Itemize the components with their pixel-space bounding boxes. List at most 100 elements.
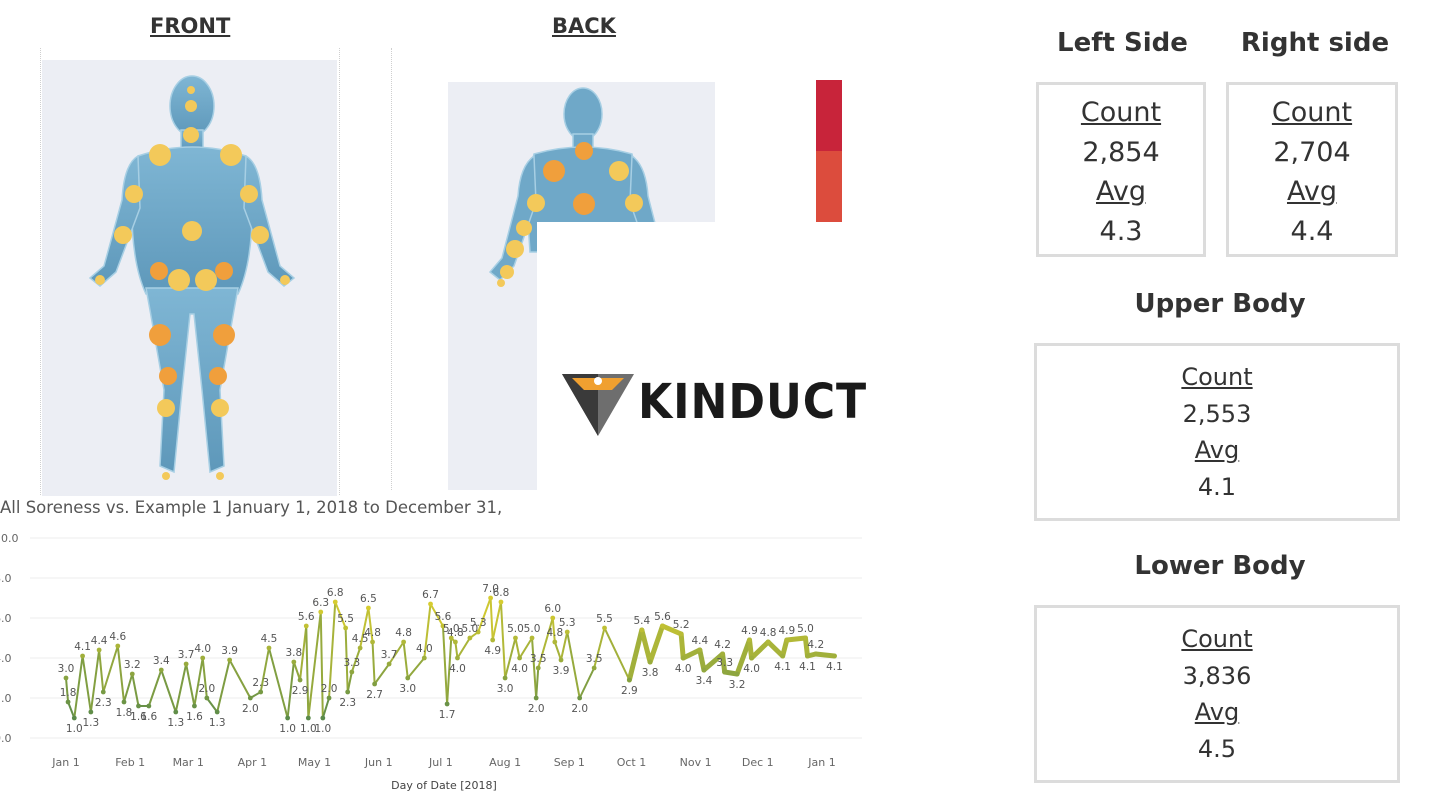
- data-point: [784, 637, 790, 643]
- series-segment: [267, 647, 289, 719]
- series-segment: [193, 657, 204, 707]
- data-label: 2.0: [198, 683, 215, 695]
- data-label: 4.0: [449, 663, 466, 675]
- data-point: [639, 627, 645, 633]
- series-segment: [388, 641, 405, 665]
- data-point: [345, 689, 351, 695]
- data-point: [805, 653, 810, 659]
- data-label: 5.2: [673, 619, 690, 631]
- data-point: [247, 695, 253, 701]
- data-point: [320, 715, 326, 721]
- count-label: Count: [1080, 97, 1162, 128]
- brand-name: KINDUCT: [638, 374, 868, 430]
- series-segment: [553, 641, 563, 661]
- series-segment: [185, 663, 196, 707]
- x-tick-label: Mar 1: [173, 756, 204, 769]
- data-point: [136, 703, 141, 709]
- data-label: 3.4: [696, 675, 713, 687]
- data-point: [183, 661, 189, 667]
- data-label: 4.8: [395, 627, 412, 639]
- data-point: [564, 629, 570, 635]
- series-segment: [201, 657, 208, 699]
- series-segment: [784, 635, 808, 643]
- data-point: [100, 689, 106, 695]
- data-label: 5.6: [654, 611, 671, 623]
- series-segment: [566, 631, 581, 699]
- data-label: 3.4: [153, 655, 170, 667]
- chart-title: All Soreness vs. Example 1 January 1, 20…: [0, 498, 503, 517]
- data-label: 5.3: [559, 617, 576, 629]
- x-axis: Jan 1 Feb 1 Mar 1 Apr 1 May 1 Jun 1 Jul 1 Aug 1…: [51, 756, 835, 769]
- avg-label: Avg: [1286, 176, 1337, 207]
- series-segment: [765, 639, 786, 659]
- data-label: 4.0: [675, 663, 692, 675]
- data-label: 4.9: [484, 645, 501, 657]
- data-label: 3.5: [530, 653, 547, 665]
- avg-value: 4.1: [1197, 472, 1237, 501]
- data-label: 2.3: [252, 677, 269, 689]
- data-point: [747, 637, 752, 643]
- series-segment: [286, 661, 295, 719]
- data-label: 3.2: [729, 679, 746, 691]
- x-tick-label: Jan 1: [51, 756, 79, 769]
- data-point: [452, 639, 458, 645]
- data-label: 6.8: [327, 587, 344, 599]
- series-segment: [89, 649, 101, 713]
- data-point: [405, 675, 411, 681]
- series-segment: [205, 697, 219, 713]
- data-point: [71, 715, 77, 721]
- data-point: [121, 699, 127, 705]
- upper-body-stats: Count 2,553 Avg 4.1: [1034, 343, 1400, 521]
- data-point: [680, 655, 686, 661]
- series-segment: [116, 645, 125, 703]
- front-figure-frame: [40, 48, 340, 495]
- data-label: 4.8: [760, 627, 777, 639]
- series-segment: [593, 627, 606, 669]
- data-point: [591, 665, 597, 671]
- series-segment: [73, 655, 84, 719]
- left-side-stats: Count 2,854 Avg 4.3: [1036, 82, 1206, 257]
- data-label: 5.5: [337, 613, 354, 625]
- data-point: [780, 653, 786, 659]
- data-label: 6.3: [312, 597, 329, 609]
- series-segment: [334, 601, 347, 629]
- data-label: 3.0: [497, 683, 514, 695]
- series-segment: [122, 673, 134, 703]
- series-segment: [678, 631, 686, 661]
- series-segment: [578, 667, 596, 699]
- back-figure-frame: [391, 48, 715, 490]
- data-point: [200, 655, 206, 661]
- data-label: 4.2: [807, 639, 824, 651]
- data-point: [357, 645, 363, 651]
- data-label: 4.0: [194, 643, 211, 655]
- data-point: [533, 695, 539, 701]
- front-soreness-markers: [95, 86, 290, 480]
- series-segment: [402, 641, 409, 679]
- data-point: [467, 635, 473, 641]
- chart-grid: [30, 537, 862, 739]
- series-segment: [344, 627, 349, 693]
- series-segment: [813, 651, 837, 659]
- data-label: 2.9: [621, 685, 638, 697]
- series-segment: [697, 647, 707, 673]
- data-point: [550, 615, 556, 621]
- series-segment: [551, 617, 556, 643]
- y-tick-label: 10.0: [0, 532, 19, 545]
- data-point: [734, 671, 740, 677]
- data-point: [401, 639, 407, 645]
- data-label: 3.5: [586, 653, 603, 665]
- data-label: 1.6: [130, 711, 147, 723]
- data-point: [626, 677, 632, 683]
- x-tick-label: Jun 1: [364, 756, 393, 769]
- series-segment: [373, 663, 391, 685]
- back-view-heading: BACK: [552, 14, 616, 38]
- data-label: 4.9: [778, 625, 795, 637]
- x-tick-label: May 1: [298, 756, 331, 769]
- series-segment: [102, 645, 119, 693]
- data-point: [552, 639, 558, 645]
- x-tick-label: Jul 1: [428, 756, 453, 769]
- series-segment: [477, 597, 492, 633]
- series-segment: [491, 601, 502, 641]
- series-segment: [514, 637, 521, 659]
- right-side-heading: Right side: [1240, 28, 1390, 58]
